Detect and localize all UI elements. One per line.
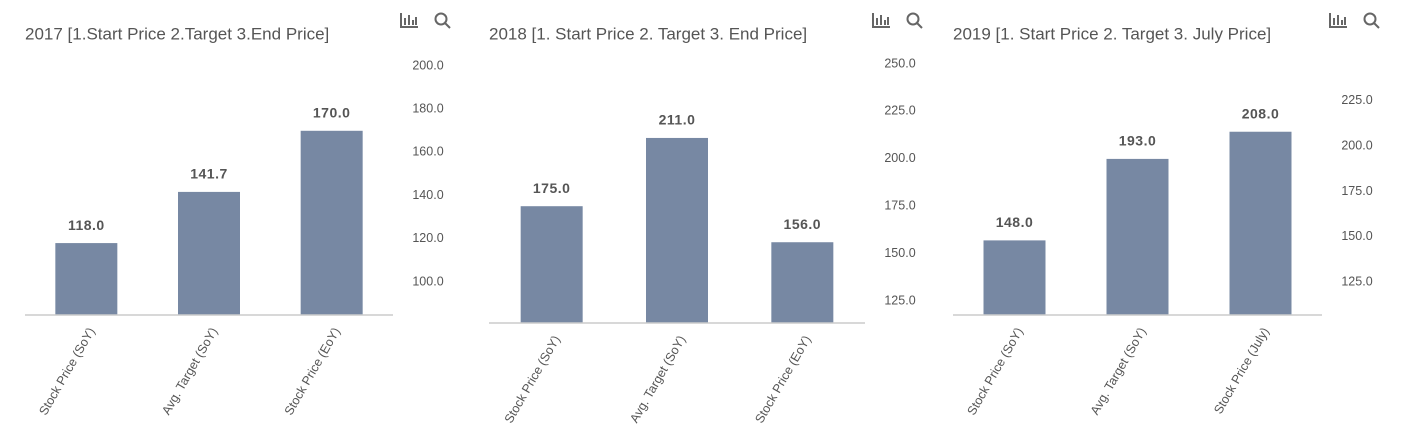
- x-tick-label: Stock Price (SoY): [36, 325, 97, 417]
- bar: [771, 242, 834, 323]
- chart-title: 2018 [1. Start Price 2. Target 3. End Pr…: [489, 24, 807, 43]
- y-tick-label: 200.0: [1341, 139, 1372, 153]
- value-label: 148.0: [996, 214, 1034, 230]
- y-tick-label: 250.0: [884, 56, 915, 70]
- y-tick-label: 225.0: [1341, 93, 1372, 107]
- y-tick-label: 140.0: [412, 188, 443, 202]
- x-tick-label: Stock Price (EoY): [282, 325, 343, 417]
- toolbar: [400, 12, 1380, 29]
- y-tick-label: 200.0: [412, 58, 443, 72]
- chart-icon[interactable]: [400, 13, 418, 28]
- y-tick-label: 150.0: [884, 246, 915, 260]
- chart-icon[interactable]: [872, 13, 890, 28]
- value-label: 170.0: [313, 104, 351, 120]
- zoom-icon[interactable]: [906, 12, 923, 29]
- value-label: 193.0: [1119, 133, 1157, 149]
- chart-icon[interactable]: [1329, 13, 1347, 28]
- value-label: 211.0: [659, 112, 696, 128]
- value-label: 156.0: [784, 216, 822, 232]
- zoom-icon[interactable]: [434, 12, 451, 29]
- x-tick-label: Avg. Target (SoY): [1088, 325, 1149, 417]
- chart-title: 2017 [1.Start Price 2.Target 3.End Price…: [25, 24, 329, 43]
- y-tick-label: 150.0: [1341, 229, 1372, 243]
- value-label: 141.7: [190, 166, 228, 182]
- zoom-icon[interactable]: [1363, 12, 1380, 29]
- x-tick-label: Stock Price (EoY): [752, 333, 813, 425]
- x-tick-label: Stock Price (SoY): [502, 333, 563, 425]
- x-tick-label: Stock Price (July): [1211, 325, 1272, 416]
- bar: [1106, 158, 1169, 315]
- bar: [1229, 131, 1292, 315]
- y-tick-label: 200.0: [884, 151, 915, 165]
- y-tick-label: 120.0: [412, 231, 443, 245]
- x-tick-label: Stock Price (SoY): [965, 325, 1026, 417]
- x-tick-label: Avg. Target (SoY): [159, 325, 220, 417]
- bar: [178, 191, 240, 315]
- bar: [646, 137, 708, 323]
- x-tick-label: Avg. Target (SoY): [627, 333, 688, 425]
- bar: [983, 240, 1046, 315]
- y-tick-label: 160.0: [412, 145, 443, 159]
- bar: [520, 206, 583, 323]
- y-tick-label: 125.0: [884, 293, 915, 307]
- y-tick-label: 175.0: [1341, 184, 1372, 198]
- value-label: 208.0: [1242, 105, 1280, 121]
- y-tick-label: 180.0: [412, 101, 443, 115]
- value-label: 118.0: [68, 217, 105, 233]
- chart-title: 2019 [1. Start Price 2. Target 3. July P…: [953, 24, 1271, 43]
- y-tick-label: 125.0: [1341, 274, 1372, 288]
- y-tick-label: 100.0: [412, 274, 443, 288]
- bar: [55, 243, 118, 315]
- bar: [300, 130, 363, 315]
- y-tick-label: 225.0: [884, 104, 915, 118]
- y-tick-label: 175.0: [884, 199, 915, 213]
- value-label: 175.0: [533, 180, 571, 196]
